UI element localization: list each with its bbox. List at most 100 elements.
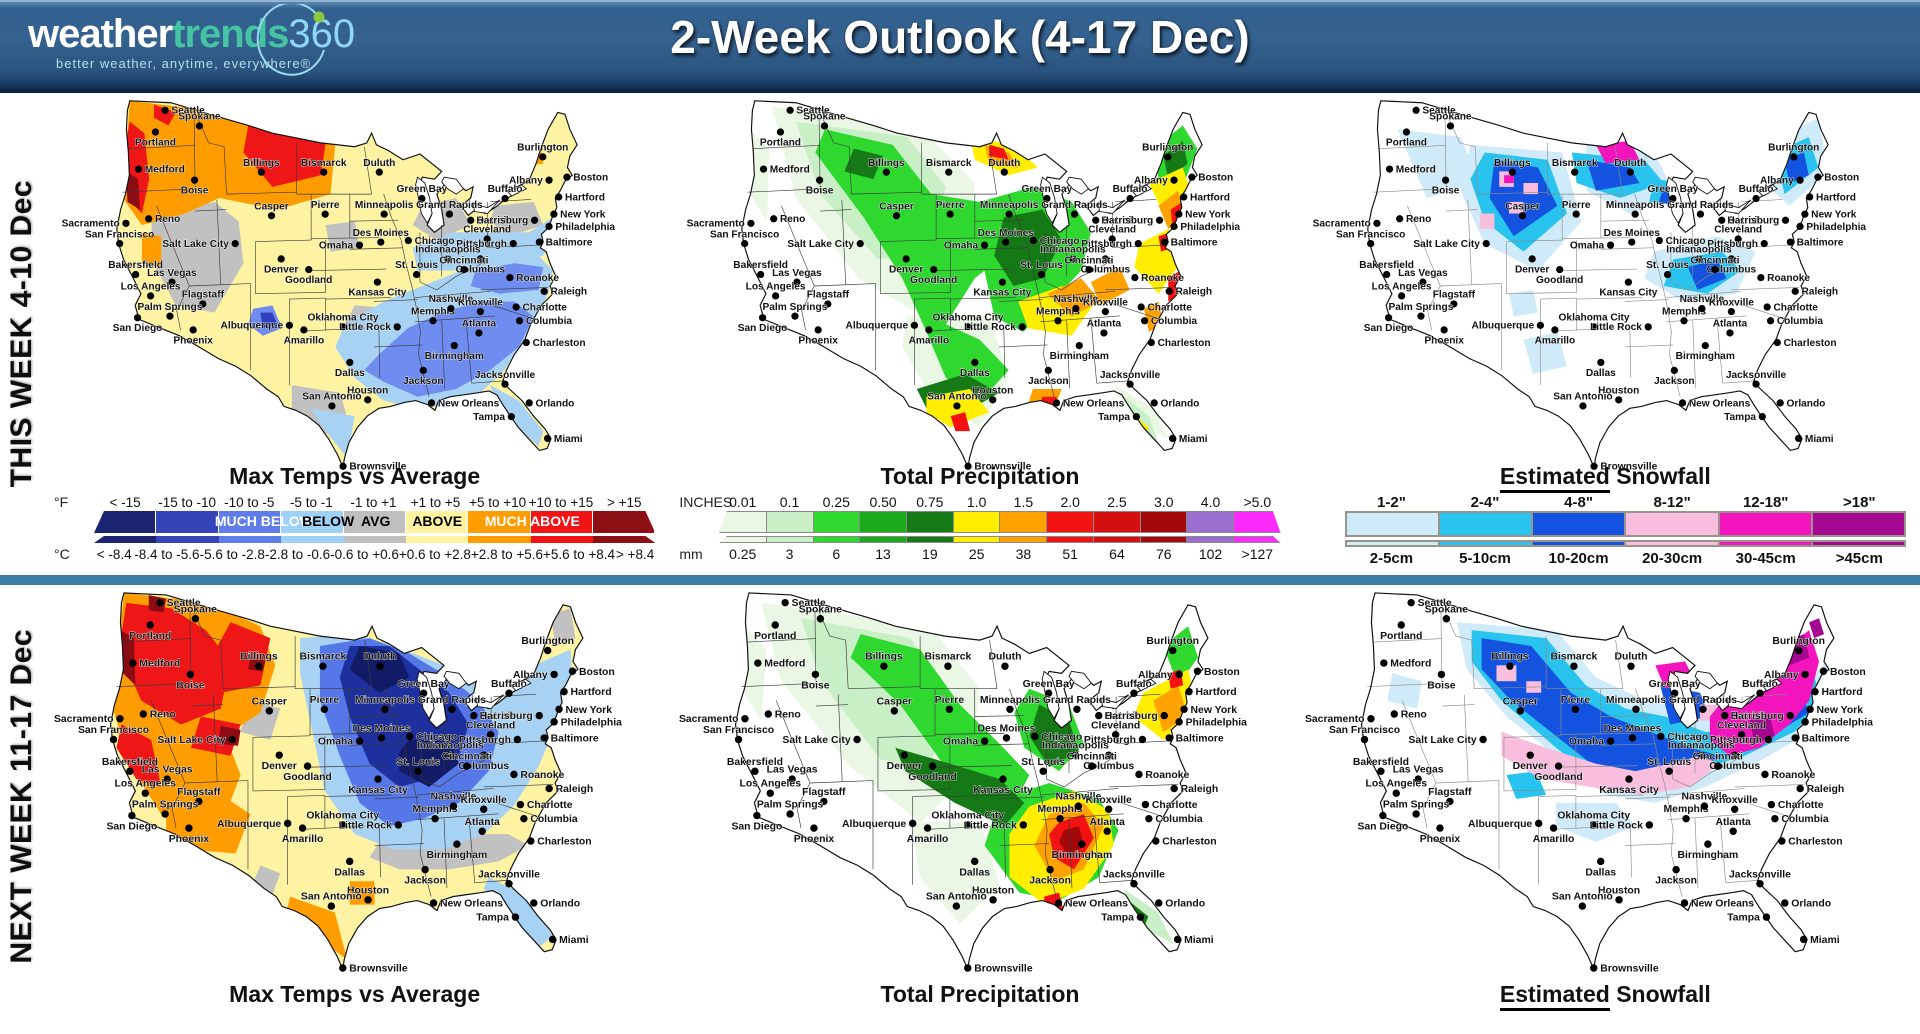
city-dot (964, 964, 972, 972)
city-dot (1767, 800, 1775, 809)
city-dot (550, 718, 558, 726)
city-dot (145, 215, 153, 223)
city-dot (539, 153, 547, 161)
city-dot (1668, 194, 1677, 203)
city-label: Brownsville (975, 462, 1032, 473)
city-dot (419, 689, 428, 697)
city-label: Billings (868, 158, 905, 169)
city-label: Sacramento (1312, 219, 1370, 230)
city-label: Jackson (1655, 876, 1697, 887)
city-dot (1372, 219, 1381, 227)
city-label: Tampa (473, 412, 505, 423)
city-dot (1752, 194, 1760, 203)
city-label: Columbia (530, 814, 578, 825)
legend-tick-label: 12-18" (1742, 493, 1789, 511)
city-label: Atlanta (1087, 319, 1122, 330)
header: weathertrends360 better weather, anytime… (0, 0, 1920, 93)
city-dot (545, 222, 553, 231)
city-dot (999, 775, 1008, 783)
city-dot (1766, 317, 1774, 325)
city-dot (1031, 732, 1039, 741)
city-label: St. Louis (396, 757, 440, 768)
city-label: Baltimore (1796, 237, 1843, 248)
city-dot (1528, 255, 1536, 263)
city-label: Birmingham (1677, 850, 1738, 861)
city-label: Grand Rapids (1667, 200, 1734, 211)
city-label: Albany (509, 176, 543, 187)
city-dot (377, 734, 386, 742)
panel-next-week-temps: Seattle Spokane Portland Medford Boise Billin… (44, 585, 669, 1007)
city-label: Reno (150, 709, 176, 720)
city-dot (1801, 718, 1809, 726)
city-label: Albuquerque (221, 321, 284, 332)
city-dot (945, 168, 953, 176)
city-dot (971, 358, 979, 367)
city-dot (788, 775, 797, 783)
city-label: Atlanta (1090, 817, 1125, 828)
city-dot (747, 219, 755, 227)
city-label: Roanoke (1767, 273, 1810, 284)
city-dot (981, 241, 989, 249)
city-label: Grand Rapids (418, 695, 486, 706)
city-dot (1518, 212, 1526, 220)
city-label: Harrisburg (1727, 216, 1779, 227)
legend-color-cell (1344, 511, 1438, 537)
city-dot (1002, 238, 1010, 246)
city-dot (1152, 837, 1160, 845)
city-label: Portland (1380, 631, 1422, 642)
city-label: Amarillo (284, 335, 325, 346)
city-dot (1075, 802, 1083, 810)
legend-band-label: MUCH BELOW (214, 513, 313, 529)
city-label: Roanoke (520, 770, 564, 781)
city-label: San Francisco (78, 725, 149, 736)
city-label: Buffalo (1742, 679, 1778, 690)
city-dot (479, 805, 488, 813)
city-dot (1720, 711, 1729, 720)
city-dot (429, 899, 438, 907)
city-label: Charleston (1783, 338, 1836, 349)
city-dot (545, 176, 553, 184)
city-label: Charleston (533, 338, 586, 349)
city-label: Spokane (1424, 604, 1468, 615)
city-dot (964, 323, 973, 331)
city-label: Memphis (1036, 306, 1080, 317)
city-label: Albany (1134, 176, 1168, 187)
legend-tick-label: +5 to +10 (469, 494, 527, 510)
city-dot (1170, 176, 1179, 184)
city-dot (1130, 689, 1139, 697)
city-dot (856, 239, 865, 248)
city-label: Oklahoma City (306, 810, 379, 821)
city-dot (1385, 165, 1393, 173)
city-dot (1479, 735, 1487, 744)
city-dot (810, 824, 818, 832)
city-label: Flagstaff (1428, 787, 1472, 798)
city-dot (427, 399, 436, 407)
city-dot (122, 219, 130, 227)
legend-tick-label: -5.6 to -2.8 (199, 546, 265, 562)
city-dot (1155, 899, 1163, 907)
city-label: Phoenix (794, 834, 835, 845)
legend-tick-label: 1-2" (1377, 493, 1406, 511)
city-dot (146, 292, 155, 300)
row-this-week: THIS WEEK 4-10 Dec Seattle Spokane Portlan… (0, 93, 1920, 575)
city-label: Columbus (1081, 264, 1131, 275)
city-label: Bakersfield (102, 757, 158, 768)
city-label: Roanoke (1141, 273, 1184, 284)
panel-this-week-temps: Seattle Spokane Portland Medford Boise Billin… (44, 93, 669, 575)
legend-tick-label: 0.75 (916, 494, 944, 510)
city-dot (1414, 775, 1422, 783)
city-label: Baltimore (1176, 733, 1224, 744)
city-dot (1799, 935, 1808, 944)
city-label: Jackson (1028, 376, 1069, 387)
city-label: Albany (1138, 670, 1173, 681)
city-dot (1737, 731, 1746, 739)
legend-tick-label: -10 to -5 (224, 494, 275, 510)
city-dot (380, 210, 388, 218)
city-dot (1161, 238, 1169, 246)
city-label: Cincinnati (442, 752, 492, 763)
city-dot (1018, 323, 1027, 331)
panel-next-week-precip: Seattle Spokane Portland Medford Boise Billin… (669, 585, 1294, 1007)
legend-tick-label: 13 (875, 546, 891, 562)
city-label: Charlotte (1152, 800, 1198, 811)
